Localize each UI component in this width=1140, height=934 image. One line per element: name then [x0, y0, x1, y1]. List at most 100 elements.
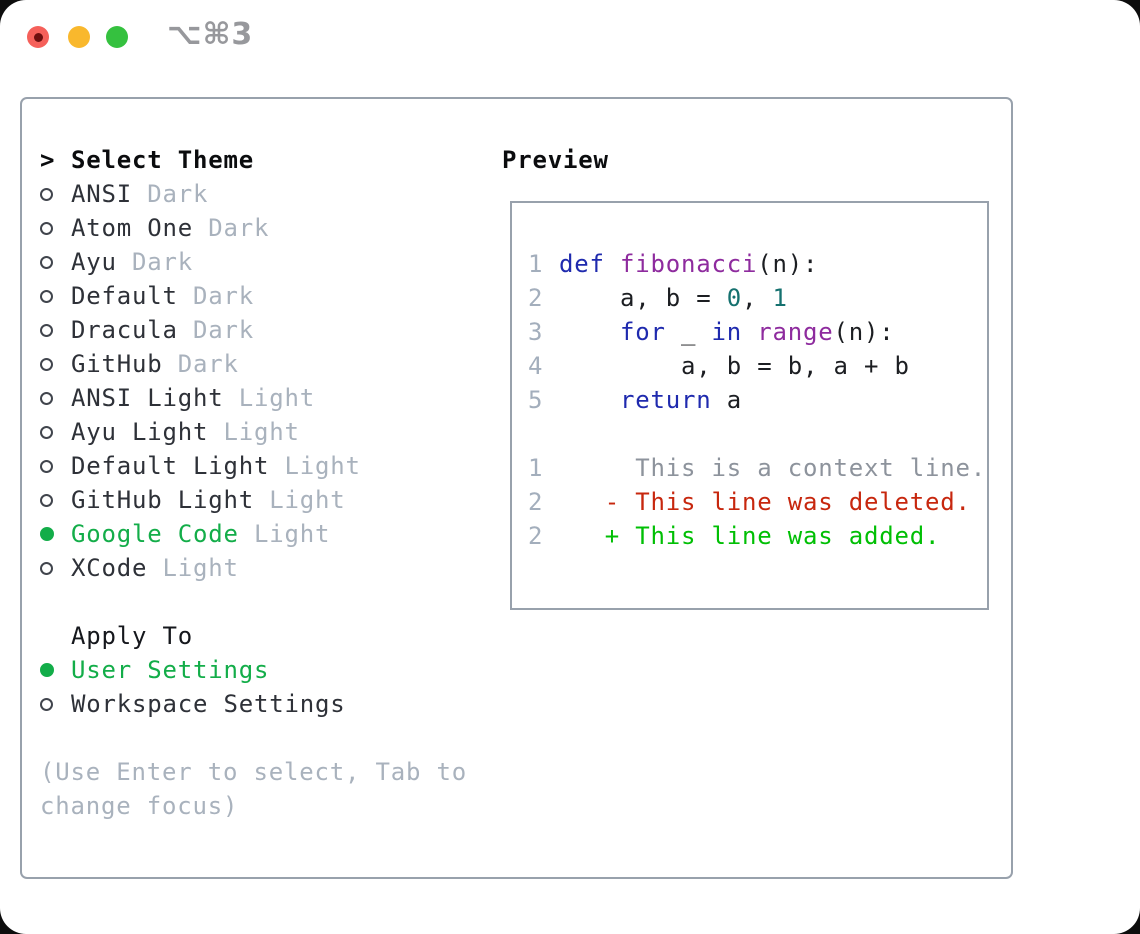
theme-option[interactable]: Ayu Dark — [40, 245, 467, 279]
preview-code-line: 1 This is a context line. — [528, 451, 987, 485]
apply-to-header-row: Apply To — [40, 619, 467, 653]
option-label: Google Code — [71, 520, 239, 548]
code-text: a, b = 0, 1 — [559, 284, 788, 312]
radio-unselected-icon — [40, 289, 53, 303]
code-text: return a — [620, 386, 742, 414]
preview-code-line: 2 a, b = 0, 1 — [528, 281, 987, 315]
theme-option[interactable]: GitHub Light Light — [40, 483, 467, 517]
radio-unselected-icon — [40, 561, 53, 575]
preview-code-line: 3 for _ in range(n): — [528, 315, 987, 349]
radio-unselected-icon — [40, 255, 53, 269]
line-number: 2 — [528, 522, 544, 550]
option-label: XCode — [71, 554, 148, 582]
option-variant-label: Light — [147, 554, 239, 582]
theme-option[interactable]: GitHub Dark — [40, 347, 467, 381]
option-variant-label: Light — [223, 384, 315, 412]
code-text: - This line was deleted. — [559, 488, 971, 516]
theme-option[interactable]: Default Light Light — [40, 449, 467, 483]
theme-option[interactable]: Default Dark — [40, 279, 467, 313]
radio-unselected-icon — [40, 493, 53, 507]
option-variant-label: Light — [208, 418, 300, 446]
preview-code-line: 5 return a — [528, 383, 987, 417]
option-label: ANSI — [71, 180, 132, 208]
close-button[interactable] — [27, 26, 49, 48]
apply-to-option-list: User Settings Workspace Settings — [40, 653, 467, 721]
radio-unselected-icon — [40, 425, 53, 439]
apply-to-title: Apply To — [71, 622, 193, 650]
line-number: 1 — [528, 454, 544, 482]
radio-unselected-icon — [40, 357, 53, 371]
option-label: GitHub Light — [71, 486, 254, 514]
titlebar: ⌥⌘3 — [0, 0, 1140, 80]
option-variant-label: Light — [254, 486, 346, 514]
preview-code-line: 1 def fibonacci(n): — [528, 247, 987, 281]
radio-unselected-icon — [40, 459, 53, 473]
spacer — [40, 585, 467, 619]
window-title-shortcut: ⌥⌘3 — [167, 17, 254, 52]
line-number: 5 — [528, 386, 544, 414]
help-text: (Use Enter to select, Tab to change focus… — [40, 755, 467, 823]
radio-unselected-icon — [40, 221, 53, 235]
theme-option[interactable]: Dracula Dark — [40, 313, 467, 347]
maximize-button[interactable] — [106, 26, 128, 48]
line-number: 2 — [528, 284, 544, 312]
option-label: Default — [71, 282, 178, 310]
option-label: Ayu — [71, 248, 117, 276]
line-number: 2 — [528, 488, 544, 516]
preview-code-line — [528, 417, 987, 451]
spacer — [40, 721, 467, 755]
line-number: 4 — [528, 352, 544, 380]
line-number: 1 — [528, 250, 544, 278]
theme-option[interactable]: Google Code Light — [40, 517, 467, 551]
apply-to-option[interactable]: User Settings — [40, 653, 467, 687]
preview-code-line: 2 - This line was deleted. — [528, 485, 987, 519]
code-text: + This line was added. — [559, 522, 941, 550]
option-variant-label: Dark — [177, 282, 254, 310]
minimize-button[interactable] — [68, 26, 90, 48]
radio-unselected-icon — [40, 323, 53, 337]
radio-unselected-icon — [40, 391, 53, 405]
help-line: (Use Enter to select, Tab to — [40, 758, 467, 786]
option-variant-label: Light — [269, 452, 361, 480]
theme-option[interactable]: ANSI Dark — [40, 177, 467, 211]
radio-selected-icon — [40, 527, 54, 541]
option-label: Atom One — [71, 214, 193, 242]
option-variant-label: Light — [238, 520, 331, 548]
option-variant-label: Dark — [177, 316, 254, 344]
preview-code-line: 2 + This line was added. — [528, 519, 987, 553]
option-label: Workspace Settings — [71, 690, 346, 718]
theme-selector: > Select Theme ANSI Dark Atom One Dark Ayu… — [40, 143, 467, 823]
option-variant-label: Dark — [116, 248, 193, 276]
option-label: Default Light — [71, 452, 270, 480]
theme-option[interactable]: ANSI Light Light — [40, 381, 467, 415]
code-text: This is a context line. — [559, 454, 986, 482]
theme-option[interactable]: XCode Light — [40, 551, 467, 585]
option-label: Dracula — [71, 316, 178, 344]
line-number — [528, 417, 559, 451]
help-line: change focus) — [40, 792, 239, 820]
option-label: ANSI Light — [71, 384, 224, 412]
option-label: Ayu Light — [71, 418, 209, 446]
select-theme-header-row: > Select Theme — [40, 143, 467, 177]
theme-option[interactable]: Atom One Dark — [40, 211, 467, 245]
prompt-icon: > — [40, 146, 56, 174]
theme-option-list: ANSI Dark Atom One Dark Ayu Dark Default Da… — [40, 177, 467, 585]
code-text: def fibonacci(n): — [559, 250, 819, 278]
theme-option[interactable]: Ayu Light Light — [40, 415, 467, 449]
line-number: 3 — [528, 318, 544, 346]
close-dot-icon — [33, 32, 43, 42]
option-label: User Settings — [71, 656, 270, 684]
option-variant-label: Dark — [132, 180, 209, 208]
radio-unselected-icon — [40, 187, 53, 201]
radio-selected-icon — [40, 663, 54, 677]
apply-to-option[interactable]: Workspace Settings — [40, 687, 467, 721]
option-variant-label: Dark — [162, 350, 239, 378]
select-theme-title: Select Theme — [71, 146, 254, 174]
code-text: a, b = b, a + b — [559, 352, 910, 380]
theme-picker-panel: > Select Theme ANSI Dark Atom One Dark Ayu… — [20, 97, 1013, 879]
preview-title: Preview — [502, 146, 609, 174]
radio-unselected-icon — [40, 697, 53, 711]
